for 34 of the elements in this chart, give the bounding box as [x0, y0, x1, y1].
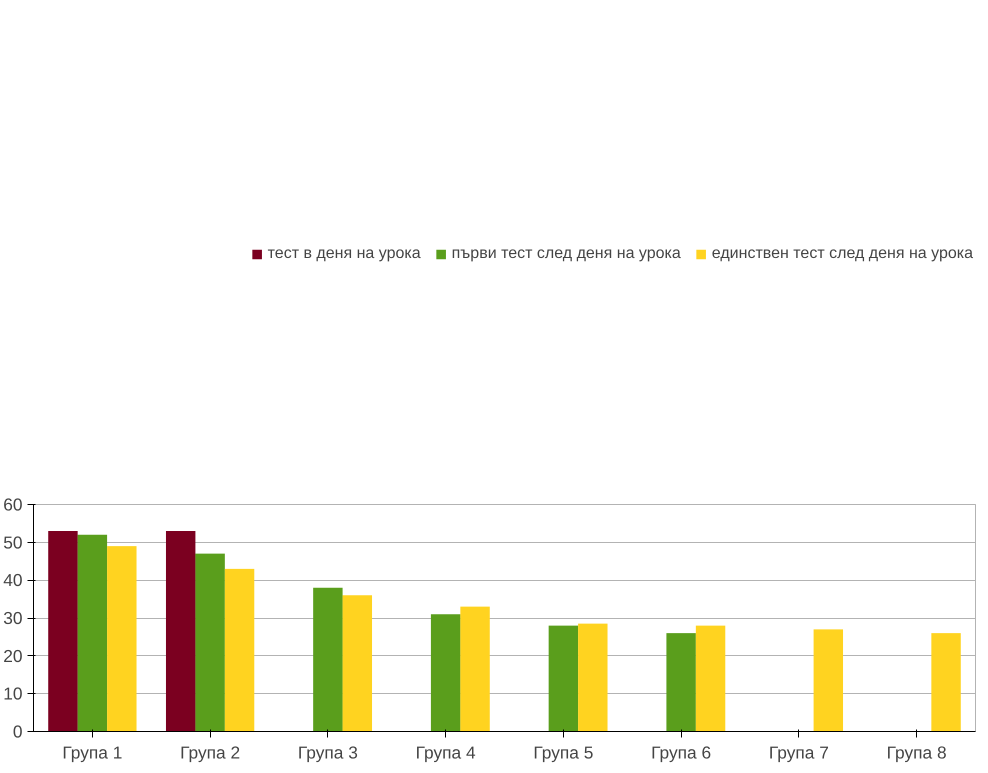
- bar: [48, 530, 78, 732]
- bar: [931, 633, 961, 732]
- legend-label: единствен тест след деня на урока: [712, 245, 973, 263]
- y-tick-label: 20: [3, 646, 23, 666]
- y-tick-label: 10: [3, 684, 23, 704]
- x-tick-label: Група 8: [886, 742, 947, 762]
- bar: [195, 554, 225, 732]
- bar: [78, 534, 108, 732]
- x-tick-label: Група 4: [416, 742, 476, 762]
- y-tick-label: 60: [3, 494, 23, 514]
- bar: [696, 626, 726, 732]
- x-tick-label: Група 6: [651, 742, 712, 762]
- x-tick-label: Група 3: [298, 742, 358, 762]
- x-tick-label: Група 2: [180, 742, 240, 762]
- bar: [666, 633, 696, 732]
- y-tick-label: 50: [3, 532, 23, 552]
- bar: [107, 546, 137, 732]
- legend-label: тест в деня на урока: [268, 245, 421, 263]
- bar: [166, 530, 196, 732]
- bar: [342, 595, 372, 732]
- bar: [548, 626, 578, 732]
- bar: [313, 588, 343, 732]
- bar: [578, 624, 608, 732]
- x-tick-label: Група 7: [768, 742, 829, 762]
- bar: [460, 606, 490, 732]
- y-tick-label: 0: [12, 722, 23, 742]
- legend-label: първи тест след деня на урока: [452, 245, 681, 263]
- bar: [224, 568, 254, 732]
- x-tick-label: Група 5: [533, 742, 594, 762]
- bar: [430, 614, 460, 732]
- y-tick-label: 40: [3, 570, 23, 590]
- y-tick-label: 30: [3, 608, 23, 628]
- x-tick-label: Група 1: [62, 742, 122, 762]
- bar: [814, 629, 844, 732]
